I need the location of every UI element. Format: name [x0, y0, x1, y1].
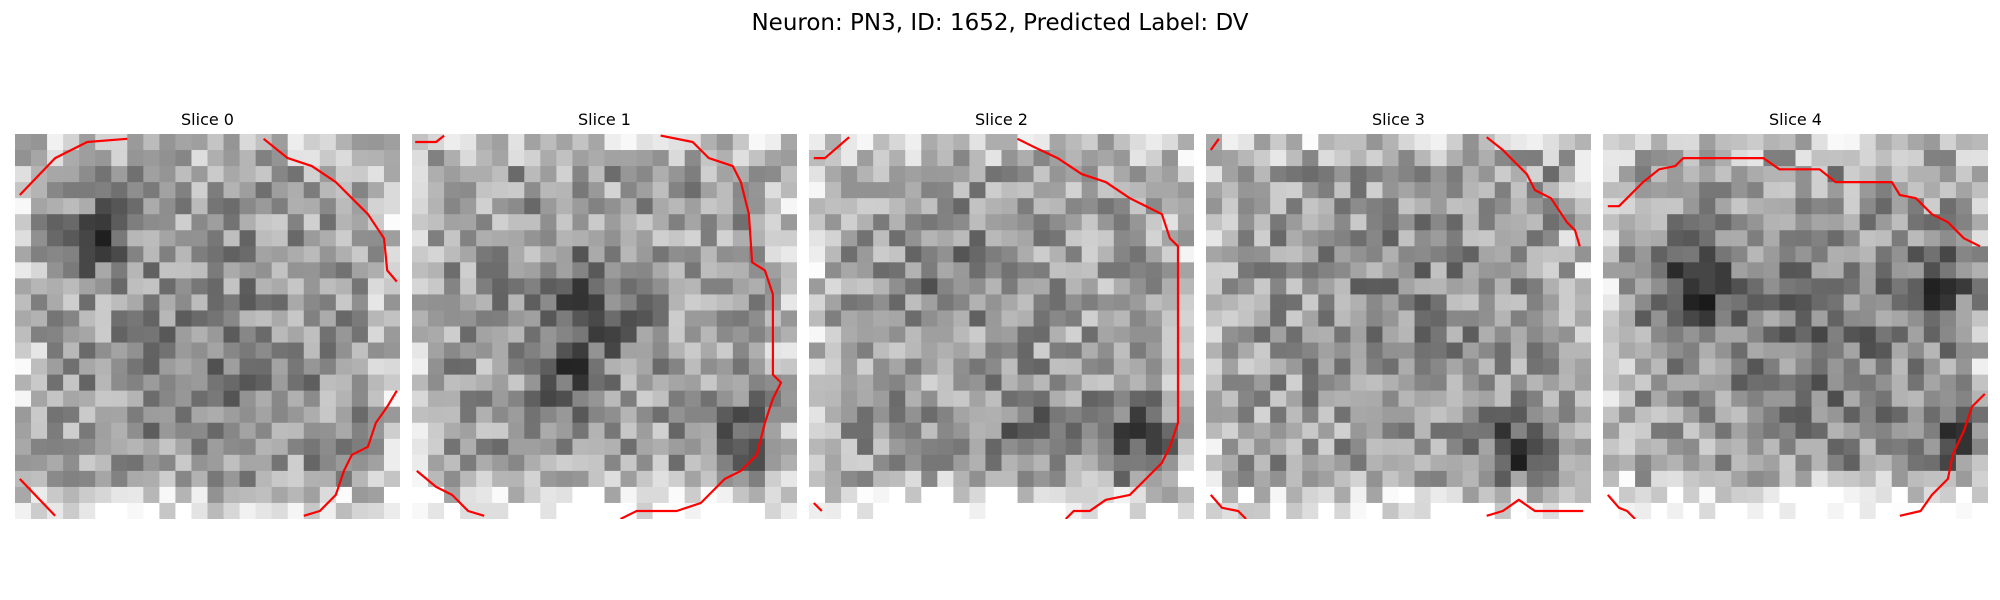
- figure-title: Neuron: PN3, ID: 1652, Predicted Label: …: [751, 10, 1249, 36]
- contour-line: [19, 137, 128, 196]
- slice-image-0: [15, 134, 400, 519]
- contour-line: [262, 137, 398, 283]
- contour-line: [1209, 138, 1220, 151]
- contour-line: [813, 136, 850, 160]
- slice-panel-3: Slice 3: [1206, 110, 1591, 519]
- slice-panel-1: Slice 1: [412, 110, 797, 519]
- pixel-grid: [1603, 134, 1988, 519]
- slice-image-1: [412, 134, 797, 519]
- slice-panel-0: Slice 0: [15, 110, 400, 519]
- contour-line: [1606, 494, 1636, 519]
- contour-line: [1017, 137, 1180, 519]
- pixel-grid: [809, 134, 1194, 519]
- contour-line: [620, 134, 783, 519]
- slice-title: Slice 1: [578, 110, 631, 129]
- slice-title: Slice 0: [181, 110, 234, 129]
- contour-line: [1486, 498, 1583, 517]
- slice-image-4: [1603, 134, 1988, 519]
- slice-image-2: [809, 134, 1194, 519]
- contour-line: [19, 478, 56, 517]
- slice-panel-4: Slice 4: [1603, 110, 1988, 519]
- contour-line: [1486, 136, 1581, 247]
- contour-line: [303, 390, 398, 517]
- pixel-grid: [15, 134, 400, 519]
- slice-image-3: [1206, 134, 1591, 519]
- pixel-grid: [1206, 134, 1591, 519]
- contour-line: [416, 470, 485, 517]
- contour-line: [1899, 393, 1986, 517]
- contour-line: [813, 502, 823, 512]
- slice-title: Slice 4: [1769, 110, 1822, 129]
- contour-line: [1209, 494, 1247, 519]
- contour-line: [415, 134, 445, 144]
- slice-title: Slice 2: [975, 110, 1028, 129]
- pixel-grid: [412, 134, 797, 519]
- slice-title: Slice 3: [1372, 110, 1425, 129]
- slice-panel-2: Slice 2: [809, 110, 1194, 519]
- contour-line: [1607, 157, 1981, 248]
